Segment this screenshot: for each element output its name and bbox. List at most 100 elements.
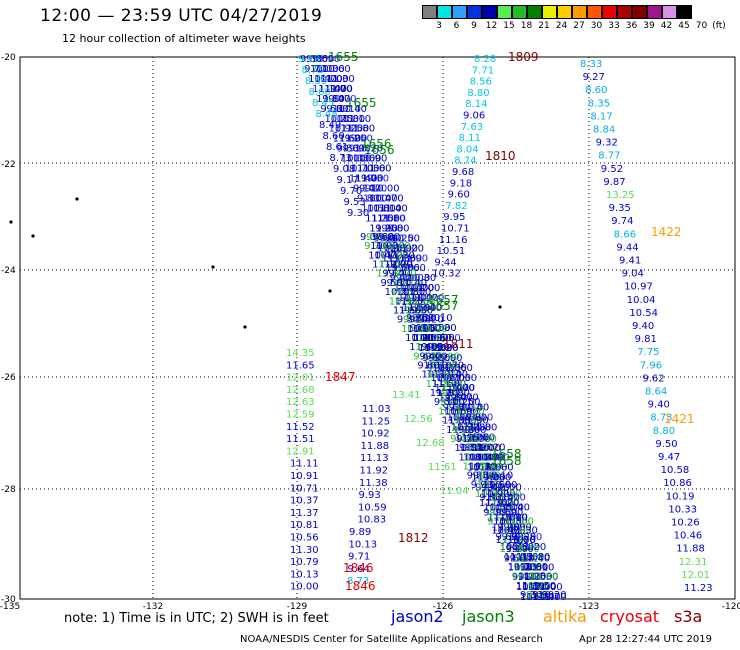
track-label: 10.80	[520, 592, 549, 603]
track-label: 9.68	[452, 167, 474, 178]
track-label: 10.54	[629, 308, 658, 319]
color-swatch	[557, 5, 572, 19]
track-label: 10.70	[497, 492, 526, 503]
track-label: 10.90	[359, 154, 388, 165]
track-label: 10.70	[436, 373, 465, 384]
track-label: 9.40	[450, 434, 472, 445]
track-label: 9.60	[526, 562, 548, 573]
track-label: 9.90	[379, 233, 401, 244]
track-label: 10.70	[466, 443, 495, 454]
track-label: 11.20	[426, 379, 455, 390]
track-label: 9.10	[353, 184, 375, 195]
island	[9, 220, 13, 224]
track-label: 10.10	[424, 313, 453, 324]
track-label: 10.00	[463, 453, 492, 464]
track-label: 11.50	[493, 512, 522, 523]
track-label: 11.40	[440, 383, 469, 394]
track-label: 10.50	[422, 323, 451, 334]
track-label: 11.00	[411, 333, 440, 344]
track-label: 11.40	[440, 370, 469, 381]
track-label: 11.50	[341, 124, 370, 135]
track-label: 10.40	[429, 361, 458, 372]
legend-item-cryosat: cryosat	[600, 607, 660, 626]
track-label: 11.30	[479, 498, 508, 509]
track-label: 11.60	[393, 305, 422, 316]
track-label: 11.70	[446, 425, 475, 436]
track-label: 10.10	[332, 104, 361, 115]
track-label: 11.11	[290, 459, 319, 470]
track-label: 10.40	[308, 74, 337, 85]
track-label: 9.90	[410, 323, 432, 334]
track-label: 10.83	[358, 515, 387, 526]
track-label: 12.68	[416, 438, 445, 449]
track-label: 9.80	[479, 471, 501, 482]
track-label: 7.96	[640, 360, 662, 371]
color-swatch	[482, 5, 497, 19]
pass-time-label: 1809	[508, 50, 539, 64]
track-label: 11.80	[408, 303, 437, 314]
track-label: 9.41	[619, 256, 641, 267]
track-label: 11.10	[434, 370, 463, 381]
track-label: 9.06	[463, 111, 485, 122]
track-label: 10.50	[391, 233, 420, 244]
track-label: 9.90	[378, 232, 400, 243]
track-label: 11.70	[446, 383, 475, 394]
track-label: 11.80	[499, 512, 528, 523]
track-label: 11.70	[386, 263, 415, 274]
track-label: 9.10	[413, 351, 435, 362]
track-label: 7.82	[445, 201, 467, 212]
track-label: 9.30	[337, 144, 359, 155]
track-label: 11.20	[487, 512, 516, 523]
footer-note: note: 1) Time is in UTC; 2) SWH is in fe…	[64, 611, 329, 626]
track-label: 10.00	[371, 184, 400, 195]
track-label: 11.60	[485, 498, 514, 509]
track-label: 8.60	[309, 87, 331, 98]
track-label: 8.80	[653, 426, 675, 437]
track-label: 9.50	[655, 439, 677, 450]
track-label: 10.10	[485, 492, 514, 503]
track-label: 9.50	[473, 471, 495, 482]
track-label: 11.40	[501, 502, 530, 513]
track-label: 10.90	[419, 324, 448, 335]
track-label: 10.90	[512, 572, 541, 583]
track-label: 9.70	[365, 184, 387, 195]
track-label: 11.80	[469, 423, 498, 434]
track-label: 11.10	[372, 260, 401, 271]
track-label: 9.60	[496, 532, 518, 543]
track-label: 11.04	[440, 486, 469, 497]
track-label: 8.80	[467, 88, 489, 99]
track-label: 9.00	[421, 342, 443, 353]
track-label: 9.60	[465, 443, 487, 454]
track-label: 11.30	[387, 253, 416, 264]
pass-time-label: 1657	[428, 299, 459, 313]
track-label: 10.40	[460, 443, 489, 454]
island	[243, 325, 247, 329]
track-label: 11.40	[410, 293, 439, 304]
color-scale-label: 3	[436, 21, 442, 31]
track-label: 10.00	[401, 324, 430, 335]
track-label: 11.92	[360, 466, 389, 477]
track-label: 9.80	[418, 313, 440, 324]
track-label: 11.88	[361, 441, 390, 452]
track-label: 11.10	[403, 287, 432, 298]
track-label: 11.00	[320, 74, 349, 85]
track-label: 9.80	[449, 403, 471, 414]
track-label: 9.40	[420, 303, 442, 314]
track-label: 9.93	[359, 490, 381, 501]
color-scale-label: (ft)	[712, 21, 726, 31]
track-label: 9.44	[616, 242, 638, 253]
track-label: 10.00	[290, 582, 319, 593]
island	[211, 265, 215, 269]
track-label: 10.20	[477, 443, 506, 454]
track-label: 9.50	[473, 433, 495, 444]
color-scale-label: 33	[608, 21, 620, 31]
track-label: 10.00	[462, 434, 491, 445]
track-label: 10.90	[389, 296, 418, 307]
track-label: 11.30	[418, 343, 447, 354]
track-label: 8.77	[598, 151, 620, 162]
track-label: 10.32	[432, 269, 461, 280]
track-label: 11.80	[438, 379, 467, 390]
track-label: 11.20	[457, 423, 486, 434]
track-label: 9.30	[366, 232, 388, 243]
track-label: 10.51	[437, 246, 466, 257]
